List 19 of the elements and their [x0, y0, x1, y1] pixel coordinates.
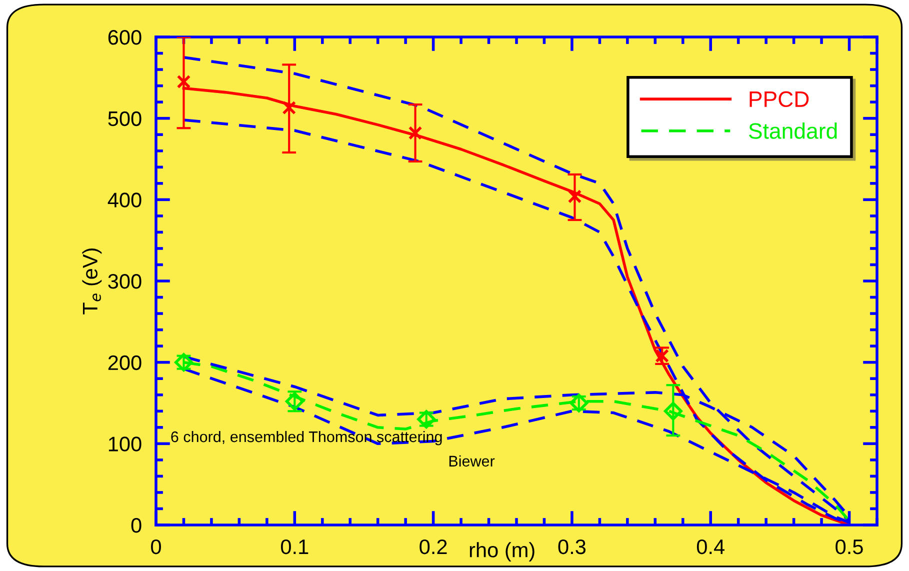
y-tick-label: 0 [131, 518, 142, 533]
y-tick-label: 300 [108, 274, 142, 289]
x-tick-label: 0.2 [420, 539, 447, 554]
x-tick-label: 0 [151, 539, 161, 554]
y-tick-label: 500 [108, 111, 142, 126]
legend-label: PPCD [750, 91, 809, 108]
annotation: Biewer [449, 455, 495, 467]
y-axis-title: T$_{e}$ (eV) [82, 248, 102, 314]
annotation: 6 chord, ensembled Thomson scattering [171, 430, 442, 446]
x-tick-label: 0.5 [836, 539, 863, 554]
y-tick-label: 400 [108, 192, 142, 208]
legend-label: Standard [748, 122, 837, 139]
x-tick-label: 0.1 [280, 539, 308, 554]
x-tick-label: 0.3 [558, 539, 586, 554]
x-tick-label: 0.4 [696, 539, 724, 554]
x-axis-title: rho (m) [470, 542, 534, 562]
y-tick-label: 600 [108, 30, 142, 45]
y-tick-label: 100 [108, 436, 142, 452]
y-tick-label: 200 [108, 355, 142, 370]
